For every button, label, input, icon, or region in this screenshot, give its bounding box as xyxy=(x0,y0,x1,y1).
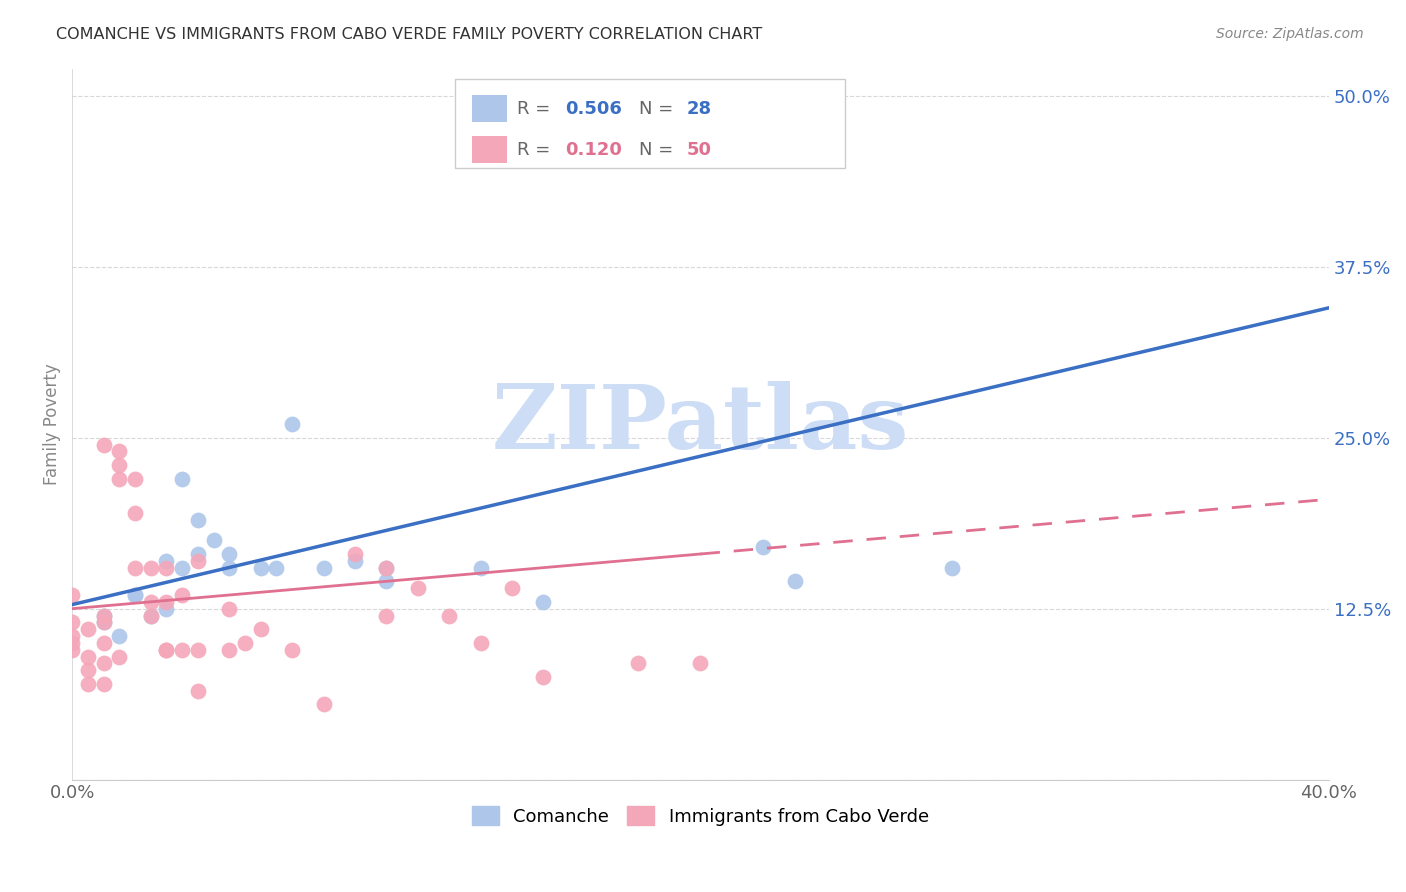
Point xyxy=(343,554,366,568)
Point xyxy=(406,581,429,595)
Point xyxy=(218,560,240,574)
Text: ZIPatlas: ZIPatlas xyxy=(492,381,910,467)
Point xyxy=(93,437,115,451)
Text: N =: N = xyxy=(638,141,679,159)
Text: R =: R = xyxy=(517,141,555,159)
Point xyxy=(139,560,162,574)
Point xyxy=(139,595,162,609)
Point xyxy=(124,588,146,602)
Point xyxy=(172,588,194,602)
Point xyxy=(93,615,115,630)
Point xyxy=(124,506,146,520)
Point xyxy=(124,472,146,486)
Point xyxy=(187,554,209,568)
Point xyxy=(124,560,146,574)
Point xyxy=(470,560,492,574)
Text: 0.506: 0.506 xyxy=(565,100,621,118)
Point xyxy=(281,642,304,657)
Y-axis label: Family Poverty: Family Poverty xyxy=(44,363,60,485)
Point xyxy=(93,657,115,671)
Point xyxy=(218,601,240,615)
Point xyxy=(93,615,115,630)
Point xyxy=(155,601,177,615)
Point xyxy=(627,657,650,671)
Point xyxy=(93,636,115,650)
Text: N =: N = xyxy=(638,100,679,118)
Point xyxy=(187,683,209,698)
Point xyxy=(172,642,194,657)
Point xyxy=(375,574,398,589)
Text: 28: 28 xyxy=(686,100,711,118)
Point xyxy=(155,595,177,609)
Point xyxy=(375,608,398,623)
Text: R =: R = xyxy=(517,100,555,118)
Point xyxy=(202,533,225,548)
Point xyxy=(139,608,162,623)
Point xyxy=(752,540,775,554)
Point xyxy=(233,636,256,650)
Point xyxy=(60,615,83,630)
Point xyxy=(249,622,271,636)
Point xyxy=(77,663,100,677)
Point xyxy=(155,554,177,568)
Point xyxy=(93,677,115,691)
Legend: Comanche, Immigrants from Cabo Verde: Comanche, Immigrants from Cabo Verde xyxy=(463,797,938,835)
Point xyxy=(281,417,304,431)
Point xyxy=(783,574,806,589)
Point xyxy=(60,636,83,650)
Point xyxy=(60,588,83,602)
Point xyxy=(60,642,83,657)
Point xyxy=(187,642,209,657)
Point xyxy=(108,629,131,643)
Point xyxy=(343,547,366,561)
Point xyxy=(533,595,555,609)
Point xyxy=(187,513,209,527)
Point xyxy=(172,560,194,574)
Point xyxy=(155,642,177,657)
Point xyxy=(108,649,131,664)
Text: COMANCHE VS IMMIGRANTS FROM CABO VERDE FAMILY POVERTY CORRELATION CHART: COMANCHE VS IMMIGRANTS FROM CABO VERDE F… xyxy=(56,27,762,42)
Point xyxy=(108,444,131,458)
Point xyxy=(172,472,194,486)
Point xyxy=(139,608,162,623)
Point xyxy=(941,560,963,574)
FancyBboxPatch shape xyxy=(456,79,845,168)
Point xyxy=(77,649,100,664)
Point xyxy=(689,657,711,671)
Point xyxy=(108,458,131,472)
Point xyxy=(533,670,555,684)
Point xyxy=(249,560,271,574)
Point xyxy=(312,698,335,712)
Point xyxy=(218,642,240,657)
Point xyxy=(93,608,115,623)
Point xyxy=(375,560,398,574)
Point xyxy=(218,547,240,561)
Point xyxy=(187,547,209,561)
Point xyxy=(77,622,100,636)
Point xyxy=(155,642,177,657)
Text: Source: ZipAtlas.com: Source: ZipAtlas.com xyxy=(1216,27,1364,41)
Point xyxy=(312,560,335,574)
Point xyxy=(155,560,177,574)
FancyBboxPatch shape xyxy=(472,136,508,163)
Point xyxy=(60,629,83,643)
FancyBboxPatch shape xyxy=(472,95,508,122)
Point xyxy=(470,636,492,650)
Point xyxy=(266,560,288,574)
Point xyxy=(93,608,115,623)
Point xyxy=(437,608,460,623)
Point xyxy=(501,581,523,595)
Text: 0.120: 0.120 xyxy=(565,141,621,159)
Point xyxy=(375,560,398,574)
Point xyxy=(77,677,100,691)
Point xyxy=(124,588,146,602)
Point xyxy=(108,472,131,486)
Text: 50: 50 xyxy=(686,141,711,159)
